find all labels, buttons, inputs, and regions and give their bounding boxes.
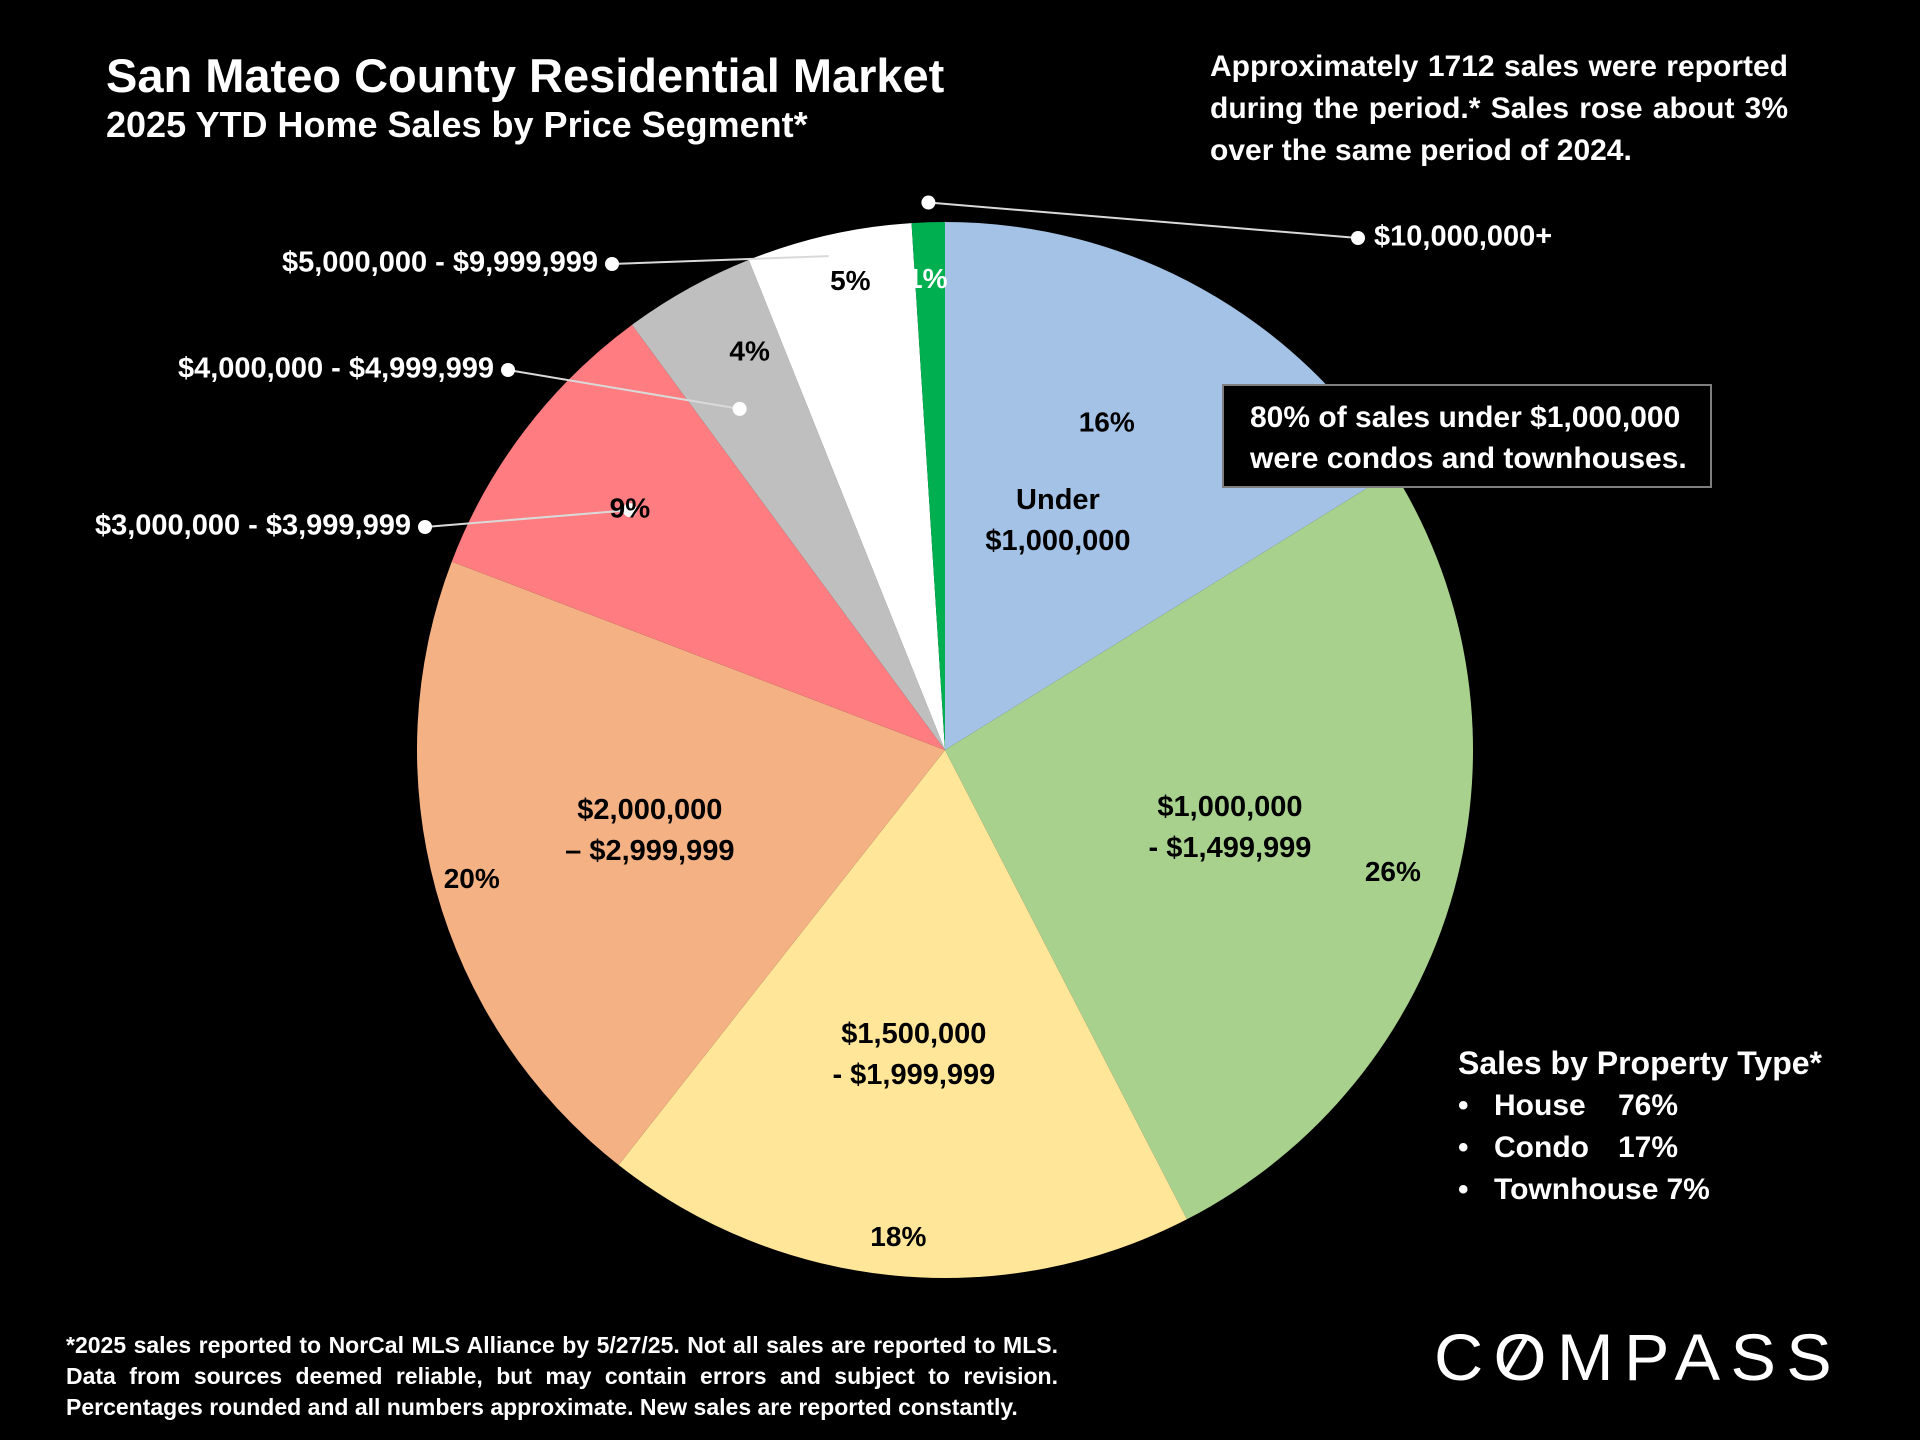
category-label: $2,000,000 — [577, 794, 722, 826]
compass-logo: COMPASS — [1434, 1320, 1842, 1394]
leader-dot — [732, 401, 747, 416]
pie-slice — [945, 471, 1474, 1220]
bullet-icon: • — [1458, 1089, 1469, 1122]
pie-slice — [451, 324, 945, 750]
leader-line — [928, 201, 1359, 239]
leader-dot — [501, 363, 515, 377]
leader-line — [611, 254, 836, 265]
property-type-name: House — [1494, 1089, 1586, 1122]
leader-line — [507, 369, 740, 410]
property-type-item-townhouse: • Townhouse 7% — [1458, 1169, 1822, 1211]
condo-callout-box: 80% of sales under $1,000,000 were condo… — [1222, 384, 1712, 488]
percent-label: 1% — [907, 263, 948, 294]
property-type-value: 7% — [1666, 1173, 1710, 1206]
leader-dot — [921, 195, 936, 210]
percent-label: 20% — [444, 863, 500, 894]
leader-line — [424, 509, 630, 528]
category-label: $4,000,000 - $4,999,999 — [178, 353, 494, 385]
category-label: $5,000,000 - $9,999,999 — [282, 247, 598, 279]
compass-logo-text: COMPASS — [1434, 1320, 1842, 1394]
callout-line-1: 80% of sales under $1,000,000 — [1250, 401, 1681, 434]
property-type-value: 76% — [1618, 1089, 1679, 1122]
property-type-panel: Sales by Property Type* • House 76% • Co… — [1458, 1045, 1822, 1211]
category-label: $1,000,000 — [985, 525, 1130, 557]
percent-label: 9% — [610, 493, 651, 524]
category-label: Under — [1016, 484, 1100, 516]
percent-label: 16% — [1079, 407, 1135, 438]
pie-slice — [417, 561, 946, 1166]
pie-slice — [945, 222, 1394, 750]
chart-title: San Mateo County Residential Market — [106, 49, 945, 102]
leader-dot — [828, 248, 843, 263]
property-type-value: 17% — [1618, 1131, 1679, 1164]
compass-logo-slash — [1503, 1336, 1529, 1374]
category-label: $1,000,000 — [1157, 791, 1302, 823]
property-type-name: Condo — [1494, 1131, 1589, 1164]
pie-slice — [631, 259, 945, 750]
percent-label: 26% — [1365, 856, 1421, 887]
leader-dot — [605, 257, 619, 271]
property-type-name: Townhouse — [1494, 1173, 1659, 1206]
leader-dot — [418, 520, 432, 534]
leader-dot — [1351, 231, 1365, 245]
percent-label: 18% — [870, 1221, 926, 1252]
pie-slice — [618, 750, 1187, 1279]
chart-subtitle: 2025 YTD Home Sales by Price Segment* — [106, 104, 808, 145]
percent-label: 5% — [830, 265, 871, 296]
footnote: *2025 sales reported to NorCal MLS Allia… — [66, 1332, 1058, 1420]
category-label: $10,000,000+ — [1374, 221, 1552, 253]
bullet-icon: • — [1458, 1131, 1469, 1164]
bullet-icon: • — [1458, 1173, 1469, 1206]
percent-label: 4% — [729, 335, 770, 366]
callout-line-2: were condos and townhouses. — [1250, 442, 1687, 475]
category-label: – $2,999,999 — [565, 835, 734, 867]
pie-slice — [911, 222, 945, 750]
leader-dot — [622, 503, 637, 518]
category-label: - $1,999,999 — [832, 1059, 995, 1091]
property-type-item-house: • House 76% — [1458, 1085, 1822, 1127]
property-type-item-condo: • Condo 17% — [1458, 1127, 1822, 1169]
category-label: $1,500,000 — [841, 1018, 986, 1050]
sales-summary: Approximately 1712 sales were reported d… — [1210, 50, 1788, 167]
property-type-title: Sales by Property Type* — [1458, 1045, 1822, 1081]
pie-slice — [748, 223, 945, 750]
category-label: $3,000,000 - $3,999,999 — [95, 510, 411, 542]
category-label: - $1,499,999 — [1149, 832, 1312, 864]
